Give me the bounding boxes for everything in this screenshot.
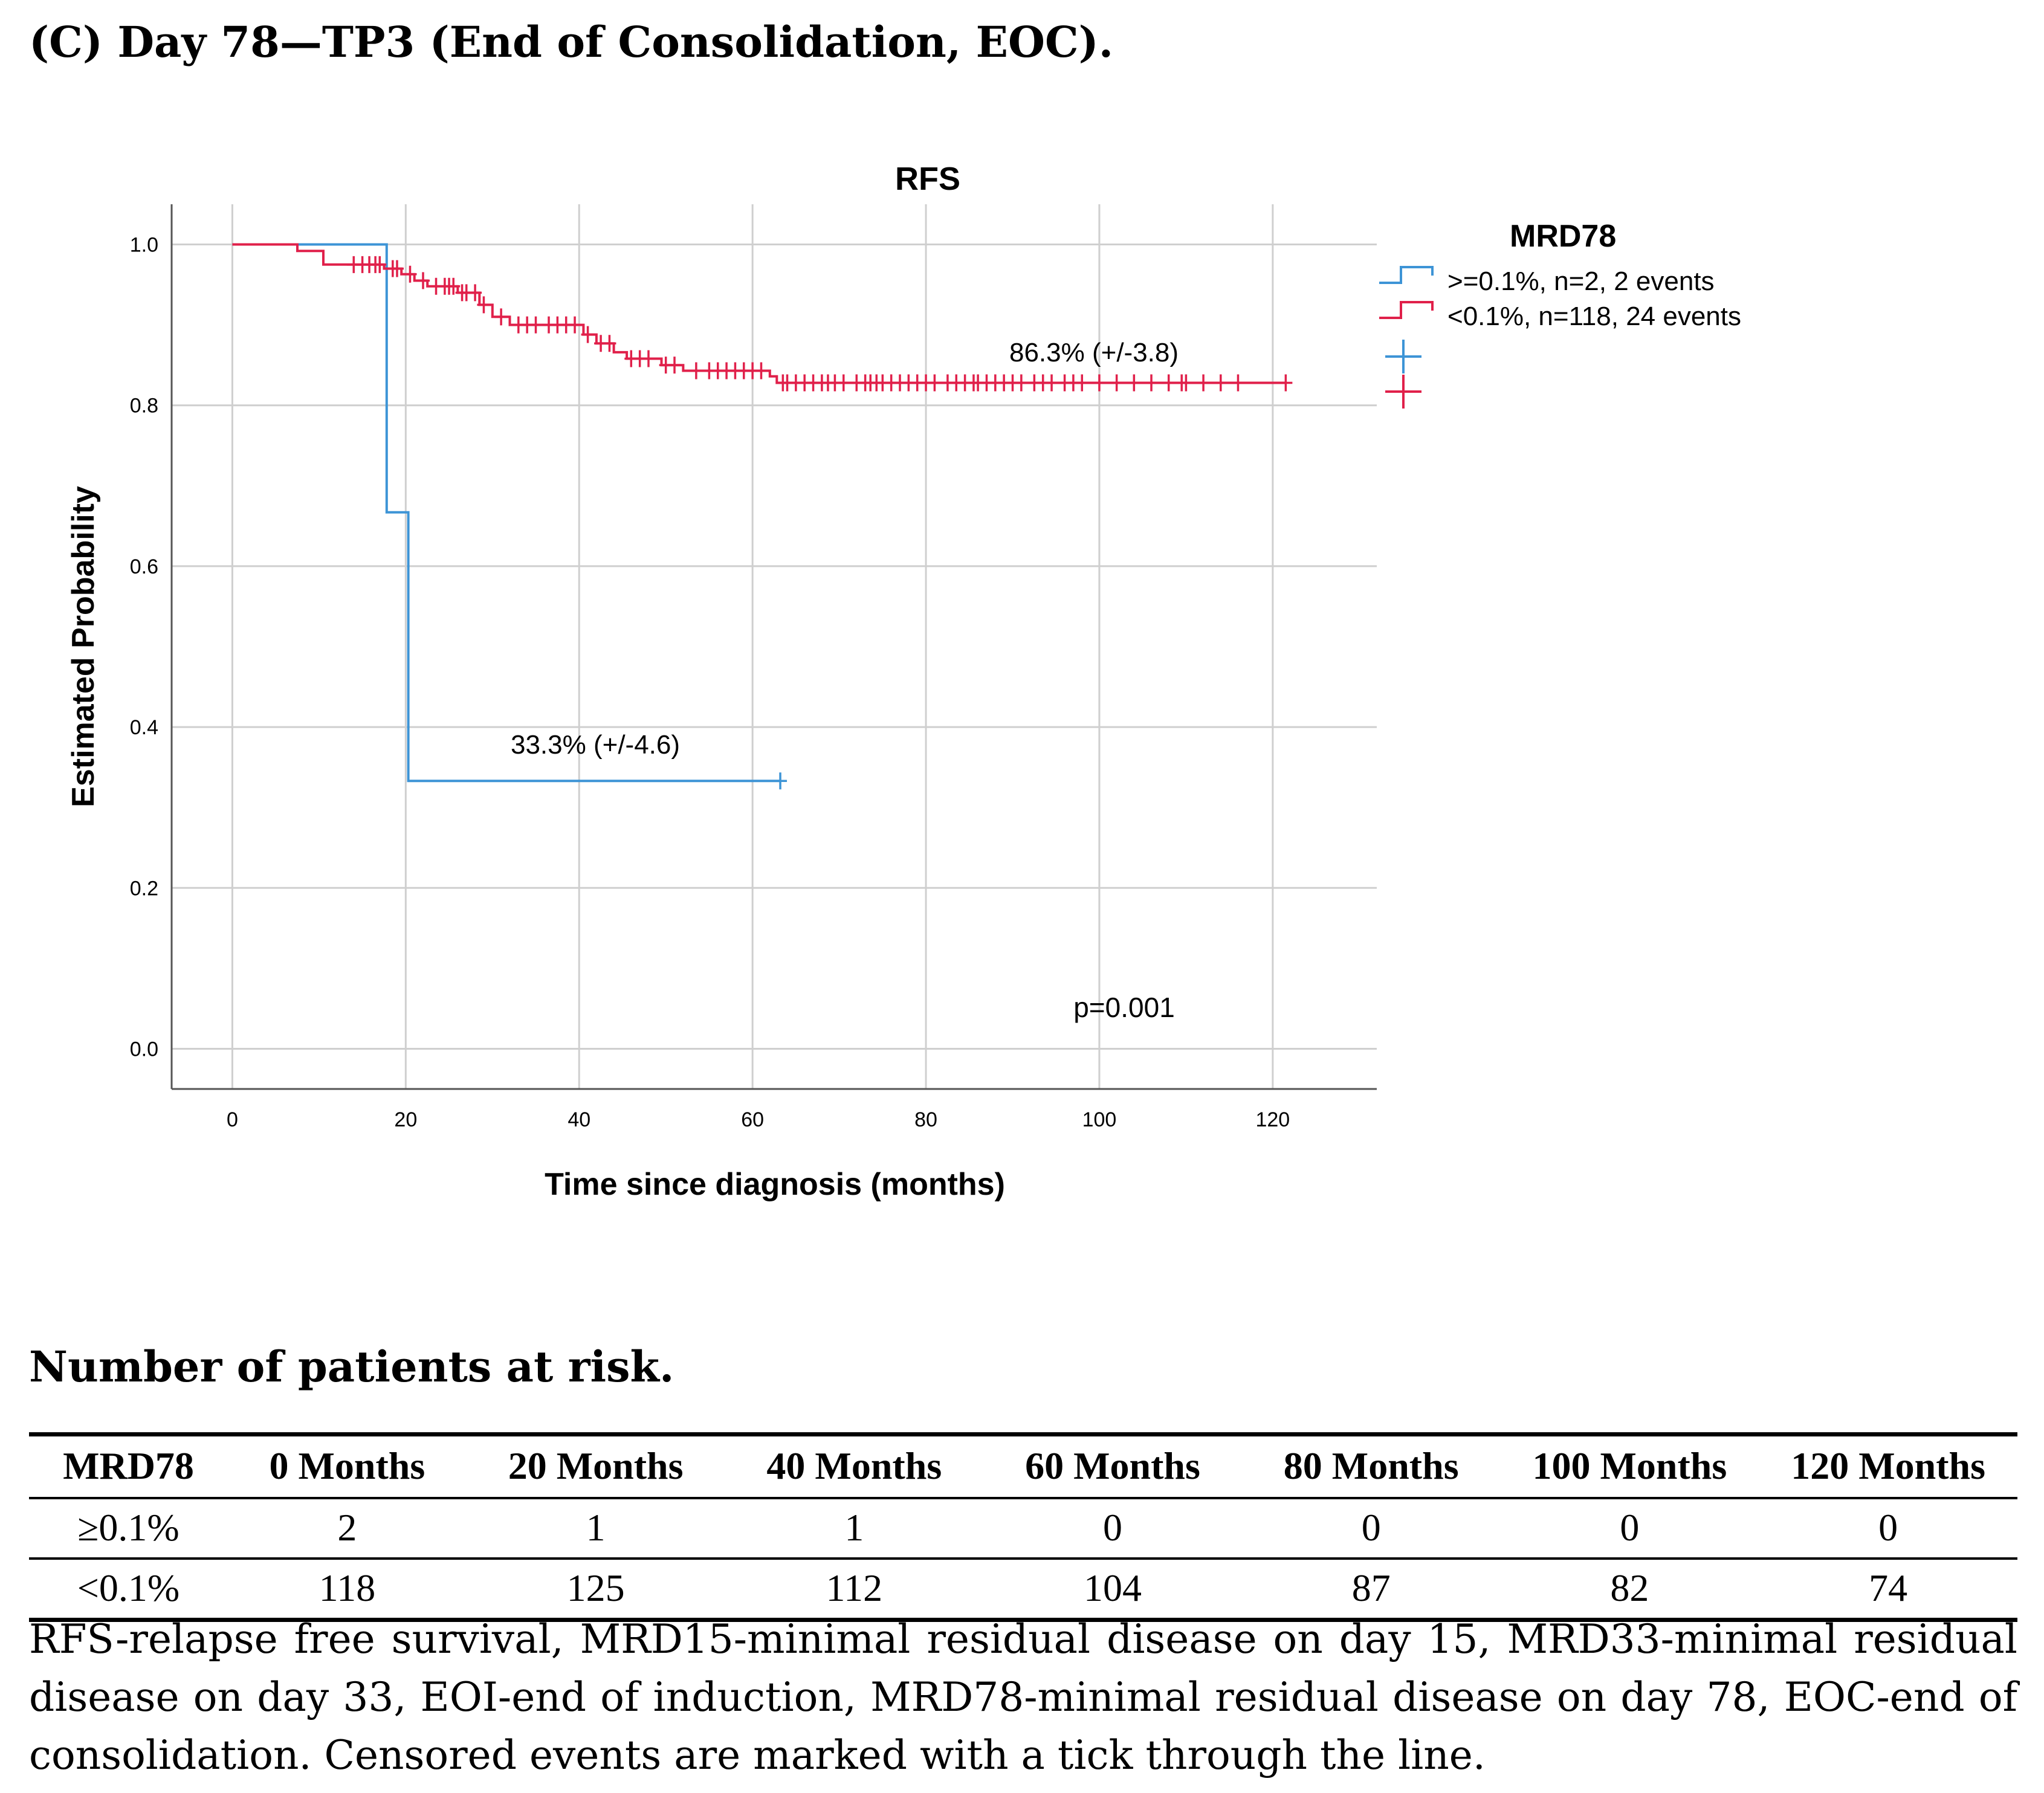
x-tick-label: 40 [568, 1108, 590, 1131]
legend-step-icon [1379, 301, 1434, 319]
censor-mark [529, 316, 543, 334]
censor-mark [836, 374, 850, 392]
axes: 0 20 40 60 80 100 120 0.0 0.2 0.4 0.6 0.8 1.0 [130, 204, 1377, 1131]
x-tick-label: 0 [227, 1108, 238, 1131]
y-tick-label: 0.6 [130, 555, 158, 578]
km-chart: 0 20 40 60 80 100 120 0.0 0.2 0.4 0.6 0.8 1.0 RFS Ti… [66, 161, 1741, 1202]
censor-mark [603, 335, 616, 352]
legend-censor-icon [1385, 340, 1421, 373]
censor-mark [1279, 374, 1293, 392]
panel-title: (C) Day 78—TP3 (End of Consolidation, EO… [29, 17, 1114, 67]
risk-col-header: 80 Months [1283, 1444, 1459, 1487]
risk-cell: 87 [1351, 1566, 1391, 1609]
censor-mark [1179, 374, 1193, 392]
risk-col-header: MRD78 [63, 1444, 194, 1487]
risk-col-header: 120 Months [1791, 1444, 1986, 1487]
risk-cell: ≥0.1% [77, 1506, 179, 1549]
legend-entry-label: <0.1%, n=118, 24 events [1447, 302, 1741, 331]
grid-lines [172, 204, 1377, 1089]
risk-cell: 0 [1103, 1506, 1123, 1549]
censor-mark [641, 350, 655, 367]
risk-cell: 112 [826, 1566, 883, 1609]
censor-mark [928, 374, 942, 392]
risk-col-header: 100 Months [1532, 1444, 1727, 1487]
x-tick-label: 20 [394, 1108, 417, 1131]
legend-step-icon [1379, 266, 1434, 284]
risk-cell: 1 [844, 1506, 864, 1549]
censor-mark [1127, 374, 1141, 392]
risk-table: MRD78 0 Months 20 Months 40 Months 60 Mo… [29, 1432, 2017, 1622]
censor-mark [1197, 374, 1211, 392]
risk-cell: 0 [1878, 1506, 1898, 1549]
censor-mark [774, 772, 788, 790]
risk-cell: 104 [1084, 1566, 1142, 1609]
y-axis-label: Estimated Probability [66, 486, 101, 807]
p-value: p=0.001 [1073, 992, 1175, 1023]
censor-mark [1231, 374, 1245, 392]
censor-mark [1045, 374, 1059, 392]
series-layer [232, 243, 1293, 790]
risk-cell: 2 [337, 1506, 357, 1549]
y-tick-label: 1.0 [130, 234, 158, 257]
risk-col-header: 0 Months [269, 1444, 425, 1487]
x-tick-label: 80 [914, 1108, 937, 1131]
censor-mark [416, 272, 430, 289]
risk-cell: 125 [566, 1566, 625, 1609]
x-axis-label: Time since diagnosis (months) [545, 1167, 1005, 1202]
chart-title: RFS [895, 161, 960, 197]
censor-mark [468, 284, 482, 302]
y-tick-label: 0.2 [130, 877, 158, 900]
risk-cell: <0.1% [77, 1566, 180, 1609]
y-tick-label: 0.8 [130, 395, 158, 418]
risk-cell: 82 [1610, 1566, 1649, 1609]
km-curve-high-mrd [232, 243, 780, 783]
risk-col-header: 40 Months [766, 1444, 942, 1487]
risk-table-header-row: MRD78 0 Months 20 Months 40 Months 60 Mo… [29, 1434, 2017, 1498]
annotation-86: 86.3% (+/-3.8) [1009, 338, 1179, 367]
censor-mark [494, 308, 508, 326]
y-tick-label: 0.4 [130, 716, 158, 739]
x-tick-label: 120 [1255, 1108, 1290, 1131]
risk-col-header: 20 Months [508, 1444, 684, 1487]
censor-mark [390, 260, 404, 277]
censor-mark [568, 316, 582, 334]
x-tick-label: 100 [1082, 1108, 1117, 1131]
legend-title: MRD78 [1510, 219, 1616, 254]
risk-table-heading: Number of patients at risk. [29, 1342, 674, 1392]
censor-mark [1092, 374, 1106, 392]
legend-censor-icon [1385, 375, 1421, 409]
censor-mark [754, 362, 768, 380]
risk-cell: 74 [1869, 1566, 1908, 1609]
footnote: RFS-relapse free survival, MRD15-minimal… [29, 1616, 2017, 1778]
risk-cell: 1 [586, 1506, 606, 1549]
censor-mark [1214, 374, 1227, 392]
risk-cell: 118 [319, 1566, 376, 1609]
censor-mark [403, 265, 417, 283]
risk-col-header: 60 Months [1025, 1444, 1200, 1487]
risk-cell: 0 [1620, 1506, 1640, 1549]
censor-mark [447, 277, 461, 295]
legend-symbols [1379, 266, 1434, 409]
annotation-33: 33.3% (+/-4.6) [511, 730, 680, 760]
x-tick-label: 60 [741, 1108, 764, 1131]
censor-mark [477, 296, 491, 314]
legend-entry-label: >=0.1%, n=2, 2 events [1447, 267, 1715, 296]
censor-mark [668, 357, 682, 374]
y-tick-label: 0.0 [130, 1038, 158, 1061]
censor-mark [1162, 374, 1176, 392]
censor-mark [1075, 374, 1089, 392]
censor-mark [689, 362, 703, 380]
risk-cell: 0 [1361, 1506, 1381, 1549]
table-row: <0.1% 118 125 112 104 87 82 74 [29, 1559, 2017, 1620]
censor-mark [1145, 374, 1159, 392]
censor-mark [373, 256, 387, 273]
censor-mark [1014, 374, 1028, 392]
table-row: ≥0.1% 2 1 1 0 0 0 0 [29, 1498, 2017, 1559]
censor-mark [581, 326, 595, 343]
censor-mark [1110, 374, 1124, 392]
